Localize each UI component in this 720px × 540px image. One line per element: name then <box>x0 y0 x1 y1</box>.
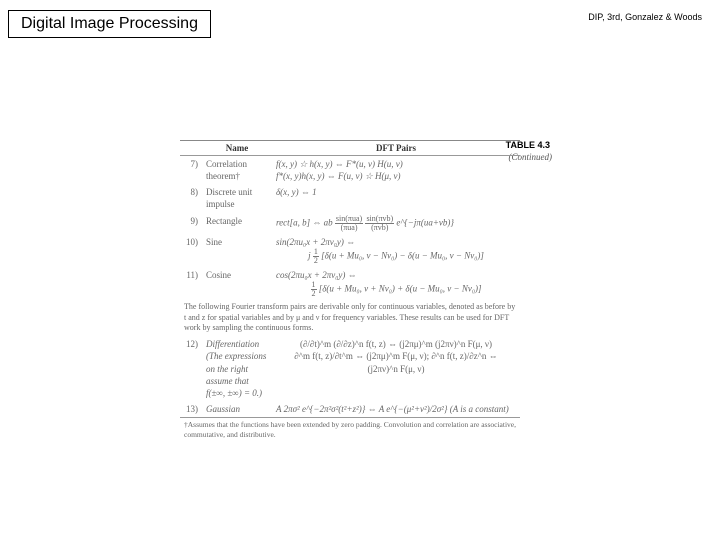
fraction: sin(πua) (πua) <box>335 215 363 232</box>
centered-formula: j 1 2 [δ(u + Mu₀, v − Nv₀) − δ(u − Mu₀, … <box>276 248 516 265</box>
row-name: Differentiation (The expressions on the … <box>202 336 272 401</box>
dft-pairs-table: Name DFT Pairs 7) Correlation theorem† f… <box>180 140 520 442</box>
centered-formula: 1 2 [δ(u + Mu₀, v + Nv₀) + δ(u − Mu₀, v … <box>276 281 516 298</box>
formula: sin(2πu₀x + 2πv₀y) ⇔ <box>276 237 355 247</box>
denominator: 2 <box>313 257 319 265</box>
page-title-box: Digital Image Processing <box>8 10 211 38</box>
row-num: 8) <box>180 184 202 212</box>
table-row: 12) Differentiation (The expressions on … <box>180 336 520 401</box>
formula: A 2πσ² e^{−2π²σ²(t²+z²)} ⇔ A e^{−(μ²+ν²)… <box>276 404 509 414</box>
row-num: 7) <box>180 156 202 185</box>
fraction: 1 2 <box>311 281 317 298</box>
page-title: Digital Image Processing <box>21 15 198 32</box>
formula: (∂/∂t)^m (∂/∂z)^n f(t, z) ⇔ (j2πμ)^m (j2… <box>276 338 516 350</box>
col-pairs: DFT Pairs <box>272 141 520 156</box>
fraction: sin(πvb) (πvb) <box>365 215 394 232</box>
row-num: 12) <box>180 336 202 401</box>
formula: f(x, y) ☆ h(x, y) ⇔ F*(u, v) H(u, v) <box>276 159 403 169</box>
row-pair: δ(x, y) ⇔ 1 <box>272 184 520 212</box>
formula-tail: [δ(u + Mu₀, v − Nv₀) − δ(u − Mu₀, v − Nv… <box>321 250 484 260</box>
table-row: 7) Correlation theorem† f(x, y) ☆ h(x, y… <box>180 156 520 185</box>
table-row: 9) Rectangle rect[a, b] ⇔ ab sin(πua) (π… <box>180 213 520 234</box>
note-row: The following Fourier transform pairs ar… <box>180 300 520 336</box>
formula-tail: e^{−jπ(ua+vb)} <box>396 217 454 227</box>
formula: δ(x, y) ⇔ 1 <box>276 187 317 197</box>
table-row: 8) Discrete unit impulse δ(x, y) ⇔ 1 <box>180 184 520 212</box>
denominator: (πvb) <box>365 224 394 232</box>
table-row: 10) Sine sin(2πu₀x + 2πv₀y) ⇔ j 1 2 [δ(u… <box>180 234 520 267</box>
row-name: Rectangle <box>202 213 272 234</box>
row-name: Sine <box>202 234 272 267</box>
denominator: (πua) <box>335 224 363 232</box>
col-name: Name <box>202 141 272 156</box>
col-blank <box>180 141 202 156</box>
row-num: 13) <box>180 401 202 418</box>
row-pair: cos(2πu₀x + 2πv₀y) ⇔ 1 2 [δ(u + Mu₀, v +… <box>272 267 520 300</box>
row-pair: A 2πσ² e^{−2π²σ²(t²+z²)} ⇔ A e^{−(μ²+ν²)… <box>272 401 520 418</box>
table-row: 11) Cosine cos(2πu₀x + 2πv₀y) ⇔ 1 2 [δ(u… <box>180 267 520 300</box>
row-pair: (∂/∂t)^m (∂/∂z)^n f(t, z) ⇔ (j2πμ)^m (j2… <box>272 336 520 401</box>
table-header-row: Name DFT Pairs <box>180 141 520 156</box>
row-num: 9) <box>180 213 202 234</box>
footnote-text: †Assumes that the functions have been ex… <box>180 418 520 443</box>
row-name: Cosine <box>202 267 272 300</box>
row-name: Gaussian <box>202 401 272 418</box>
footnote-row: †Assumes that the functions have been ex… <box>180 418 520 443</box>
row-name: Correlation theorem† <box>202 156 272 185</box>
row-pair: sin(2πu₀x + 2πv₀y) ⇔ j 1 2 [δ(u + Mu₀, v… <box>272 234 520 267</box>
continuous-note: The following Fourier transform pairs ar… <box>180 300 520 336</box>
formula-lead: rect[a, b] ⇔ ab <box>276 217 335 227</box>
row-num: 10) <box>180 234 202 267</box>
table-row: 13) Gaussian A 2πσ² e^{−2π²σ²(t²+z²)} ⇔ … <box>180 401 520 418</box>
denominator: 2 <box>311 290 317 298</box>
formula: ∂^m f(t, z)/∂t^m ⇔ (j2πμ)^m F(μ, ν); ∂^n… <box>276 350 516 374</box>
fraction: 1 2 <box>313 248 319 265</box>
row-pair: f(x, y) ☆ h(x, y) ⇔ F*(u, v) H(u, v) f*(… <box>272 156 520 185</box>
row-num: 11) <box>180 267 202 300</box>
table: Name DFT Pairs 7) Correlation theorem† f… <box>180 140 520 442</box>
header-right-citation: DIP, 3rd, Gonzalez & Woods <box>588 12 702 22</box>
formula: cos(2πu₀x + 2πv₀y) ⇔ <box>276 270 357 280</box>
formula: f*(x, y)h(x, y) ⇔ F(u, v) ☆ H(μ, v) <box>276 171 401 181</box>
row-pair: rect[a, b] ⇔ ab sin(πua) (πua) sin(πvb) … <box>272 213 520 234</box>
formula-tail: [δ(u + Mu₀, v + Nv₀) + δ(u − Mu₀, v − Nv… <box>319 283 482 293</box>
row-name: Discrete unit impulse <box>202 184 272 212</box>
